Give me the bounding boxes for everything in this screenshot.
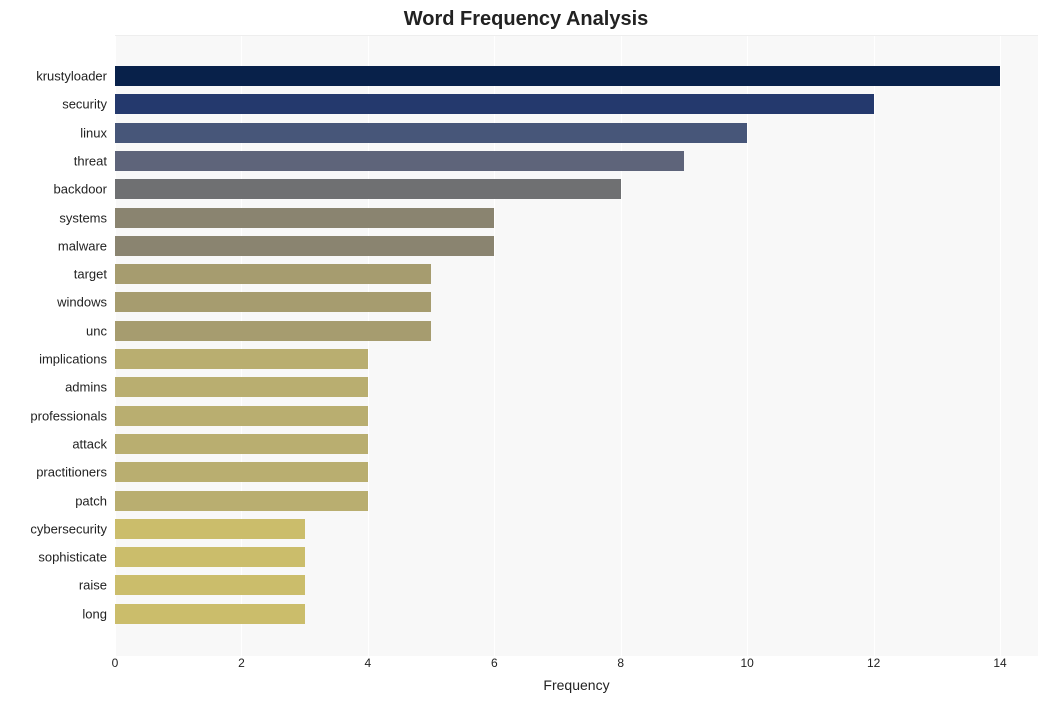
y-tick-label: patch	[75, 493, 107, 508]
bar	[115, 321, 431, 341]
bar	[115, 264, 431, 284]
x-tick-label: 6	[491, 656, 498, 670]
bar	[115, 575, 305, 595]
y-tick-label: krustyloader	[36, 69, 107, 84]
bar	[115, 292, 431, 312]
y-tick-label: linux	[80, 125, 107, 140]
bar	[115, 547, 305, 567]
bar	[115, 491, 368, 511]
y-tick-label: threat	[74, 153, 107, 168]
chart-title: Word Frequency Analysis	[0, 8, 1052, 31]
x-tick-label: 12	[867, 656, 880, 670]
y-tick-label: attack	[72, 436, 107, 451]
x-tick-label: 4	[365, 656, 372, 670]
y-tick-label: professionals	[30, 408, 107, 423]
y-tick-label: admins	[65, 380, 107, 395]
y-tick-label: windows	[57, 295, 107, 310]
bar	[115, 462, 368, 482]
bar	[115, 406, 368, 426]
y-tick-label: long	[82, 606, 107, 621]
x-axis-label: Frequency	[115, 677, 1038, 693]
bar	[115, 604, 305, 624]
y-tick-label: systems	[59, 210, 107, 225]
bar	[115, 377, 368, 397]
y-tick-label: target	[74, 267, 107, 282]
grid-line	[747, 36, 748, 656]
bar	[115, 208, 494, 228]
x-tick-label: 10	[741, 656, 754, 670]
grid-line	[1000, 36, 1001, 656]
bar	[115, 349, 368, 369]
plot-area: 02468101214krustyloadersecuritylinuxthre…	[115, 35, 1038, 656]
x-tick-label: 14	[993, 656, 1006, 670]
bar	[115, 519, 305, 539]
bar	[115, 94, 874, 114]
y-tick-label: implications	[39, 352, 107, 367]
bar	[115, 236, 494, 256]
bar	[115, 66, 1000, 86]
y-tick-label: sophisticate	[38, 550, 107, 565]
bar	[115, 434, 368, 454]
y-tick-label: practitioners	[36, 465, 107, 480]
bar	[115, 179, 621, 199]
y-tick-label: cybersecurity	[30, 521, 107, 536]
x-tick-label: 0	[112, 656, 119, 670]
x-tick-label: 2	[238, 656, 245, 670]
y-tick-label: unc	[86, 323, 107, 338]
y-tick-label: backdoor	[54, 182, 107, 197]
chart-container: Word Frequency Analysis 02468101214krust…	[0, 0, 1052, 701]
y-tick-label: malware	[58, 238, 107, 253]
bar	[115, 151, 684, 171]
y-tick-label: raise	[79, 578, 107, 593]
x-tick-label: 8	[617, 656, 624, 670]
y-tick-label: security	[62, 97, 107, 112]
bar	[115, 123, 747, 143]
grid-line	[874, 36, 875, 656]
